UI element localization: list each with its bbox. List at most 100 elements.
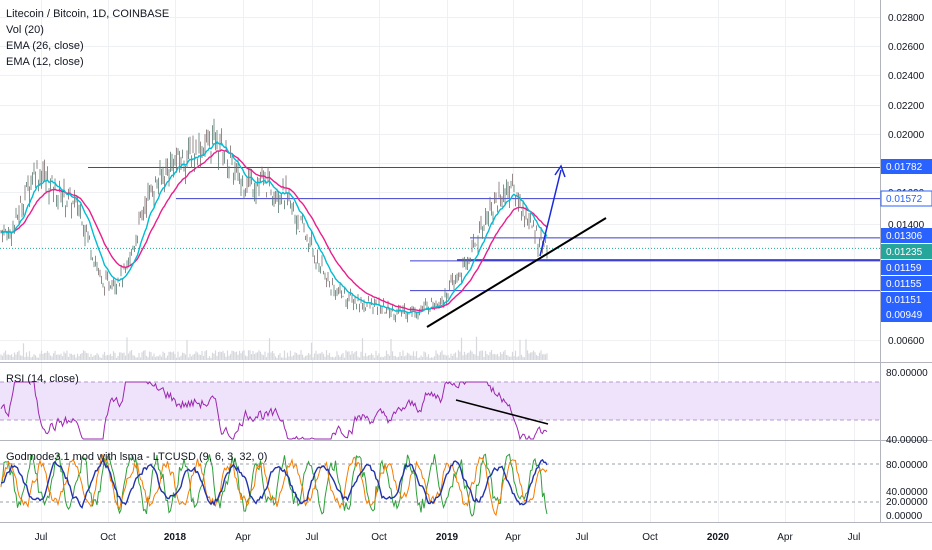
volume-bar bbox=[204, 351, 206, 360]
volume-bar bbox=[379, 357, 382, 360]
volume-bar bbox=[147, 357, 149, 360]
volume-bar bbox=[448, 357, 451, 360]
volume-bar bbox=[13, 352, 16, 360]
volume-bar bbox=[87, 353, 89, 360]
arrow-head-icon bbox=[554, 164, 566, 178]
rsi-axis[interactable]: 80.00000 40.00000 bbox=[886, 368, 928, 446]
volume-bar bbox=[375, 350, 377, 360]
time-tick: Apr bbox=[777, 532, 793, 543]
volume-bar bbox=[72, 354, 74, 360]
volume-bar bbox=[312, 357, 314, 360]
volume-bar bbox=[9, 355, 11, 360]
volume-bar bbox=[108, 355, 110, 360]
volume-bar bbox=[142, 350, 145, 360]
volume-bar bbox=[111, 356, 113, 360]
volume-bar bbox=[268, 338, 271, 360]
volume-bar bbox=[28, 351, 31, 360]
volume-bar bbox=[363, 356, 365, 360]
volume-bar bbox=[319, 353, 322, 360]
volume-bar bbox=[130, 350, 133, 360]
volume-bar bbox=[49, 355, 52, 360]
current-price-label: 0.01235 bbox=[886, 247, 923, 258]
volume-bar bbox=[415, 351, 418, 360]
price-tick: 0.00600 bbox=[888, 336, 925, 347]
volume-bar bbox=[285, 357, 287, 360]
volume-bar bbox=[460, 337, 463, 360]
volume-bar bbox=[177, 351, 179, 360]
volume-bar bbox=[216, 356, 218, 360]
volume-bar bbox=[70, 353, 73, 360]
volume-bar bbox=[96, 353, 98, 360]
volume-bar bbox=[136, 357, 139, 360]
volume-bar bbox=[480, 350, 482, 360]
volume-bar bbox=[154, 357, 157, 360]
volume-bar bbox=[153, 353, 155, 360]
volume-bar bbox=[499, 352, 502, 360]
volume-bar bbox=[156, 356, 158, 360]
volume-bar bbox=[279, 353, 281, 360]
volume-bar bbox=[540, 350, 542, 360]
support-trendline[interactable] bbox=[426, 217, 607, 328]
main-legend[interactable]: Litecoin / Bitcoin, 1D, COINBASE Vol (20… bbox=[6, 6, 169, 70]
volume-bar bbox=[208, 356, 211, 360]
volume-bar bbox=[435, 350, 437, 360]
horizontal-levels[interactable] bbox=[0, 167, 880, 292]
volume-bar bbox=[291, 356, 293, 360]
rsi-legend-label[interactable]: RSI (14, close) bbox=[6, 373, 79, 385]
projection-arrow[interactable] bbox=[539, 169, 562, 257]
volume-bar bbox=[36, 357, 38, 360]
volume-bar bbox=[430, 357, 433, 360]
main-pane[interactable] bbox=[0, 0, 880, 362]
volume-bar bbox=[220, 352, 223, 360]
price-axis-labels[interactable]: 0.01782 0.01572 0.01306 0.01235 0.01159 … bbox=[880, 159, 932, 322]
volume-bar bbox=[336, 351, 338, 360]
volume-bar bbox=[342, 352, 344, 360]
volume-bar bbox=[150, 352, 152, 360]
ema-12-legend[interactable]: EMA (12, close) bbox=[6, 56, 84, 68]
volume-bar bbox=[384, 356, 386, 360]
ema-26-legend[interactable]: EMA (26, close) bbox=[6, 40, 84, 52]
volume-bar bbox=[502, 351, 505, 360]
volume-bar bbox=[337, 354, 340, 360]
godmode-axis[interactable]: 80.00000 40.00000 20.00000 0.00000 bbox=[886, 460, 928, 522]
volume-bar bbox=[345, 350, 347, 360]
volume-bar bbox=[52, 353, 55, 360]
volume-bar bbox=[27, 356, 29, 360]
symbol-title[interactable]: Litecoin / Bitcoin, 1D, COINBASE bbox=[6, 8, 170, 20]
volume-bar bbox=[174, 354, 176, 360]
level-label-bg bbox=[881, 260, 932, 275]
time-tick: Oct bbox=[100, 532, 116, 543]
volume-bar bbox=[64, 353, 67, 360]
volume-bar bbox=[168, 351, 170, 360]
godmode-legend-label[interactable]: Godmode3.1 mod with lsma - LTCUSD (9, 6,… bbox=[6, 451, 268, 463]
volume-bar bbox=[112, 351, 115, 360]
volume-bar bbox=[232, 350, 235, 360]
volume-bar bbox=[193, 353, 196, 360]
volume-bar bbox=[301, 354, 304, 360]
price-tick: 0.02400 bbox=[888, 71, 925, 82]
volume-bar bbox=[19, 355, 22, 360]
volume-bar bbox=[340, 354, 343, 360]
volume-bar bbox=[534, 352, 536, 360]
volume-bar bbox=[61, 356, 64, 360]
volume-legend[interactable]: Vol (20) bbox=[6, 24, 44, 36]
volume-bar bbox=[187, 357, 190, 360]
volume-bar bbox=[382, 357, 385, 360]
time-tick: Apr bbox=[505, 532, 521, 543]
time-axis[interactable]: Jul Oct 2018 Apr Jul Oct 2019 Apr Jul Oc… bbox=[35, 532, 861, 543]
volume-bar bbox=[543, 353, 545, 360]
volume-bar bbox=[456, 357, 458, 360]
time-tick-year: 2019 bbox=[436, 532, 459, 543]
volume-bar bbox=[447, 354, 449, 360]
godmode-legend[interactable]: Godmode3.1 mod with lsma - LTCUSD (9, 6,… bbox=[6, 449, 267, 465]
volume-bar bbox=[184, 354, 187, 360]
volume-bar bbox=[369, 355, 371, 360]
volume-bar bbox=[75, 357, 77, 360]
volume-bar bbox=[486, 353, 488, 360]
volume-bar bbox=[190, 356, 193, 360]
rsi-legend[interactable]: RSI (14, close) bbox=[6, 371, 79, 387]
volume-bar bbox=[493, 353, 496, 360]
volume-bar bbox=[385, 350, 388, 360]
rsi-divergence-line[interactable] bbox=[455, 399, 549, 425]
